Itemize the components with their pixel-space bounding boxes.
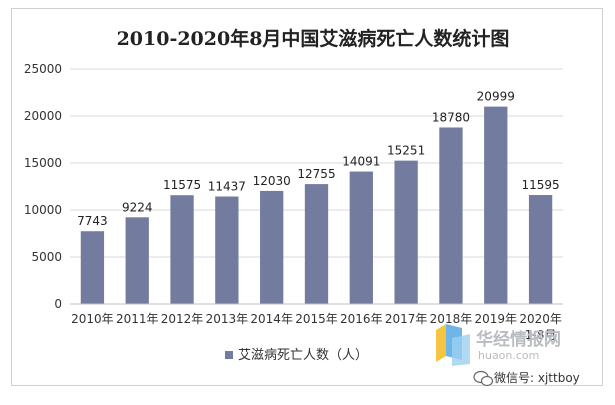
data-label: 9224 bbox=[122, 200, 153, 214]
wechat-credit: 微信号: xjttboy bbox=[473, 370, 580, 387]
bar bbox=[528, 195, 553, 304]
data-label: 15251 bbox=[387, 144, 425, 158]
data-label: 11575 bbox=[163, 178, 201, 192]
watermark: 华经情报网 huaon.com bbox=[436, 324, 561, 366]
x-tick-label: 2020年 1-8月 bbox=[519, 312, 562, 342]
bar bbox=[304, 184, 329, 304]
data-label: 7743 bbox=[77, 214, 108, 228]
wechat-icon bbox=[473, 370, 494, 387]
y-axis-ticks: 0 5000 10000 15000 20000 25000 bbox=[24, 62, 62, 311]
data-label: 14091 bbox=[342, 155, 380, 169]
legend-label: 艾滋病死亡人数（人） bbox=[238, 348, 368, 363]
data-label: 12755 bbox=[297, 167, 335, 181]
y-tick-label: 15000 bbox=[24, 156, 62, 170]
data-label: 12030 bbox=[253, 174, 291, 188]
x-tick-label: 2016年 bbox=[340, 312, 383, 326]
bar bbox=[170, 195, 194, 304]
y-tick-label: 10000 bbox=[24, 203, 62, 217]
legend: 艾滋病死亡人数（人） bbox=[225, 348, 368, 363]
bar bbox=[215, 196, 239, 304]
watermark-brand: 华经情报网 bbox=[476, 329, 561, 350]
bars bbox=[80, 106, 553, 304]
bar bbox=[439, 127, 463, 304]
x-tick-label: 2014年 bbox=[250, 312, 293, 326]
x-tick-label: 2013年 bbox=[206, 312, 249, 326]
data-label: 20999 bbox=[477, 90, 515, 104]
wechat-id: 微信号: xjttboy bbox=[494, 371, 580, 385]
bar bbox=[80, 231, 105, 304]
y-tick-label: 25000 bbox=[24, 62, 62, 76]
bar bbox=[260, 190, 284, 304]
bar bbox=[125, 217, 149, 304]
bar bbox=[394, 160, 418, 304]
bar bbox=[484, 106, 508, 304]
x-axis-ticks: 2010年 2011年 2012年 2013年 2014年 2015年 2016年 2017年… bbox=[71, 312, 562, 342]
data-label: 11595 bbox=[521, 178, 559, 192]
x-tick-label: 2017年 bbox=[385, 312, 428, 326]
bar bbox=[349, 171, 373, 304]
x-tick-label: 2011年 bbox=[116, 312, 159, 326]
watermark-logo-icon bbox=[436, 324, 470, 366]
y-tick-label: 5000 bbox=[31, 250, 62, 264]
x-tick-label: 2018年 bbox=[430, 312, 473, 326]
x-tick-label: 2019年 bbox=[474, 312, 517, 326]
chart-title: 2010-2020年8月中国艾滋病死亡人数统计图 bbox=[117, 27, 510, 50]
legend-swatch bbox=[225, 351, 233, 359]
x-tick-label: 2010年 bbox=[71, 312, 114, 326]
x-tick-label: 2012年 bbox=[161, 312, 204, 326]
watermark-domain: huaon.com bbox=[478, 349, 539, 362]
y-tick-label: 0 bbox=[54, 297, 62, 311]
data-labels: 7743 9224 11575 11437 12030 12755 14091 15251 18… bbox=[77, 90, 560, 229]
data-label: 18780 bbox=[432, 110, 470, 124]
data-label: 11437 bbox=[208, 179, 246, 193]
x-tick-label: 2015年 bbox=[295, 312, 338, 326]
y-tick-label: 20000 bbox=[24, 109, 62, 123]
